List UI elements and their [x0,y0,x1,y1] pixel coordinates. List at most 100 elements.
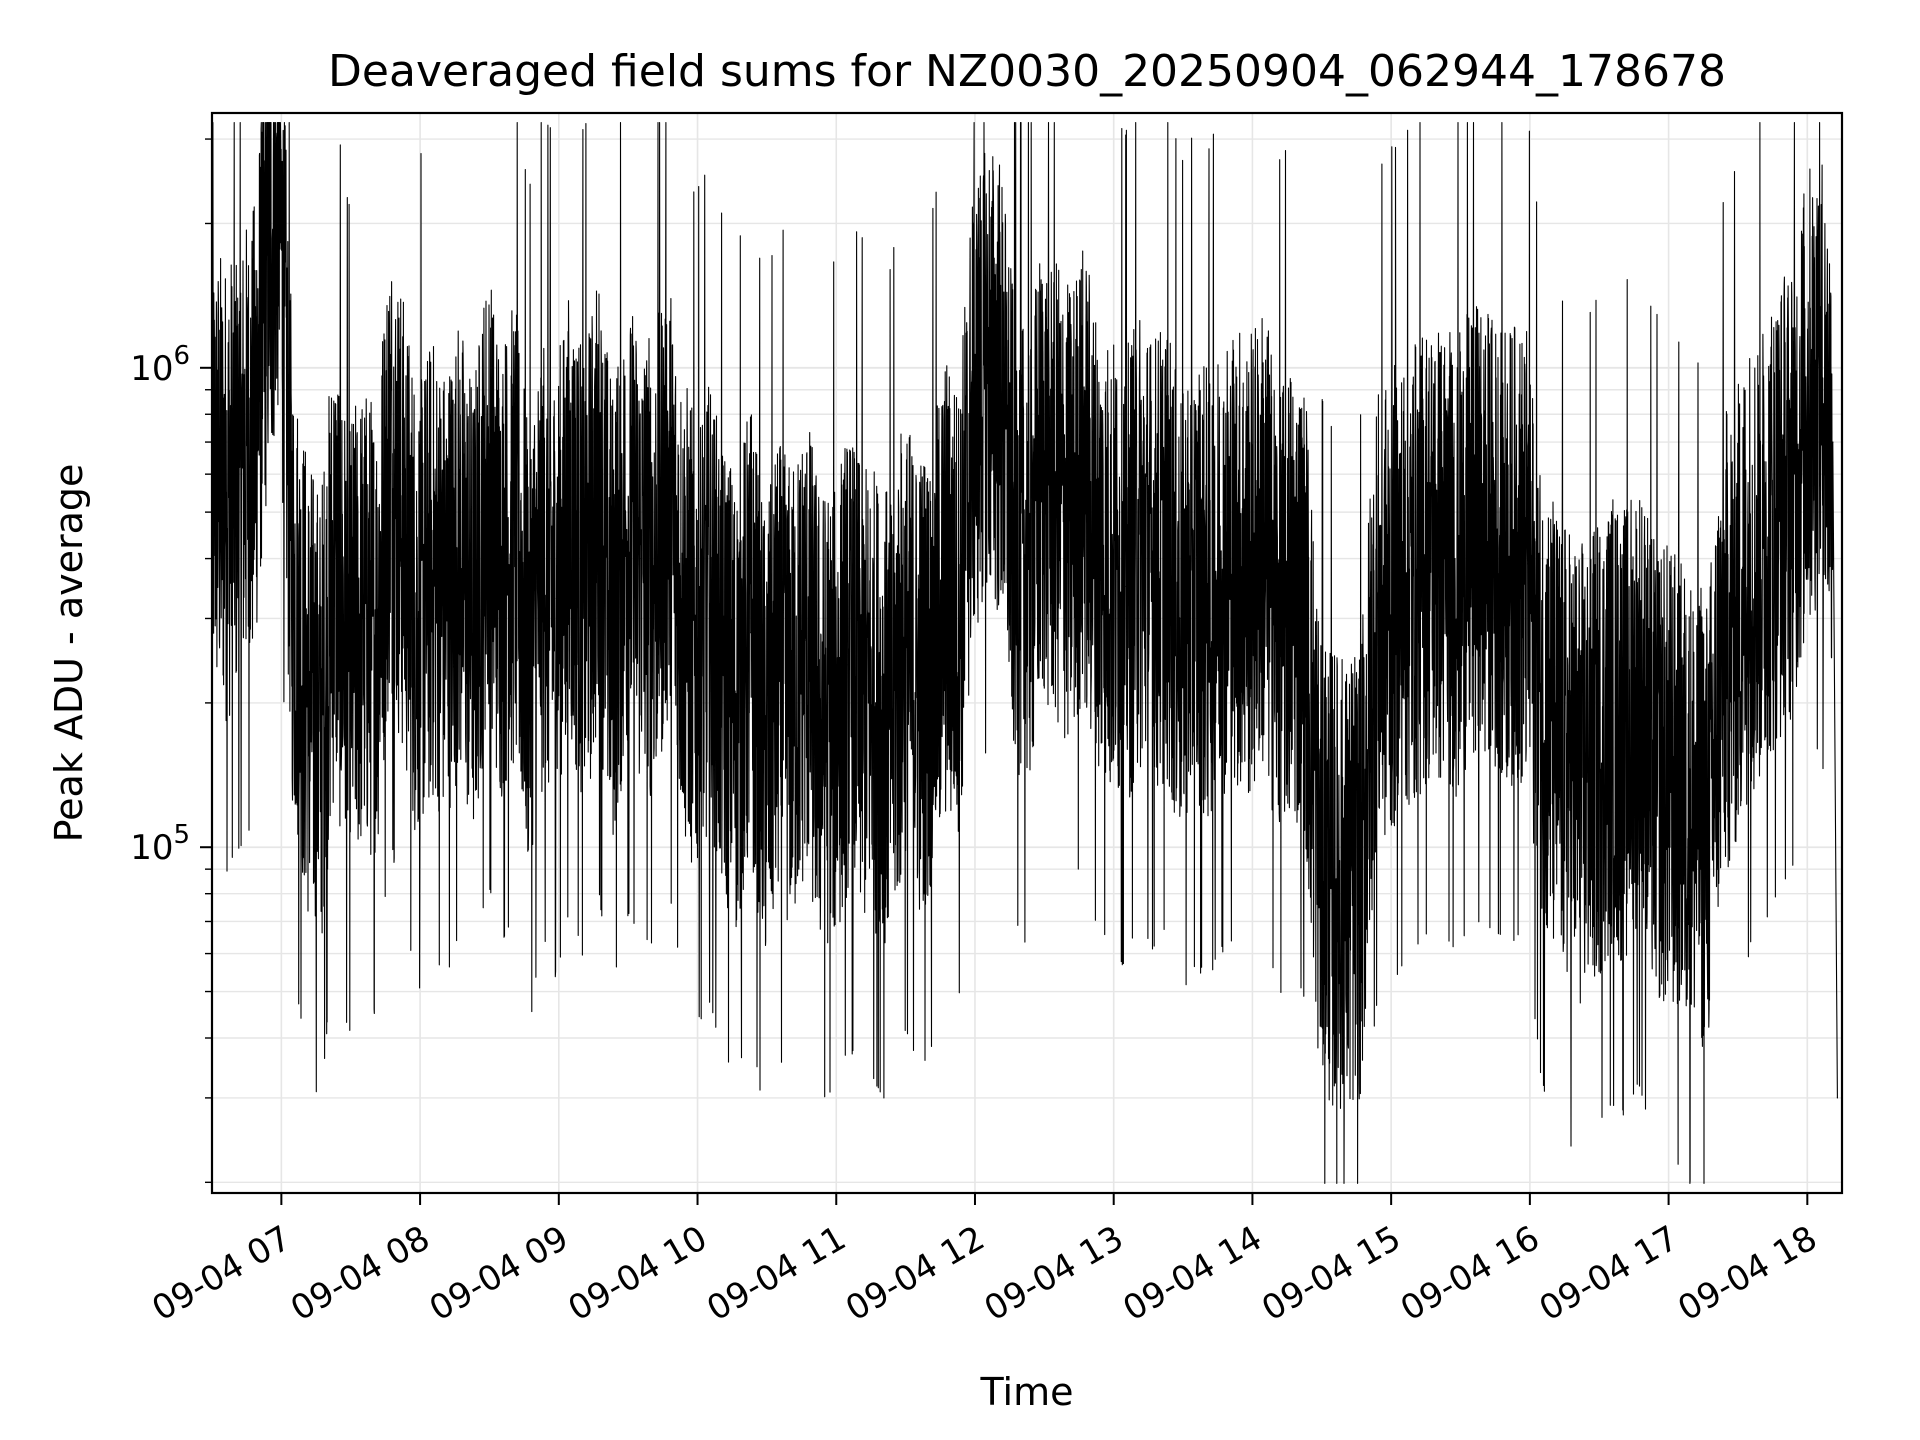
data-point [542,558,544,560]
chart-title: Deaveraged field sums for NZ0030_2025090… [328,46,1726,97]
x-tick-label: 09-04 07 [145,1218,297,1329]
data-point [972,413,974,415]
data-point [999,389,1002,391]
data-point [1110,568,1112,570]
data-point [1277,617,1279,620]
data-point [1360,868,1362,870]
data-point [847,664,849,666]
data-point [1013,533,1015,535]
data-point [930,673,932,675]
data-point [1138,533,1140,535]
data-point [875,702,877,704]
data-point [1207,598,1210,600]
data-point [389,456,391,459]
data-point [583,585,585,588]
data-point [1263,533,1265,535]
data-point [1735,617,1737,620]
x-tick-label: 09-04 11 [700,1218,852,1329]
data-point [985,367,988,369]
data-point [902,647,904,649]
data-point [958,617,960,620]
data-point [653,568,655,570]
data-point [625,533,627,535]
y-tick-label: 106 [130,341,190,389]
y-tick-label: 105 [130,820,190,868]
data-point [639,558,641,560]
data-point [1027,568,1029,570]
x-axis-label: Time [980,1370,1074,1414]
data-point [1554,736,1556,738]
x-tick-label: 09-04 12 [839,1218,991,1329]
data-point [1332,880,1334,882]
data-point [320,724,322,726]
data-point [1568,762,1570,764]
data-point [514,533,516,535]
data-point [916,682,918,684]
data-point [472,617,474,620]
y-axis-ticks: 105 106 [130,341,190,868]
data-point [347,655,349,658]
data-point [819,724,821,726]
data-point [239,466,241,468]
data-point [1748,568,1751,570]
data-point [1055,491,1057,493]
data-point [1374,632,1376,634]
data-point [1402,585,1404,588]
data-point [1776,511,1778,513]
data-point [1540,702,1542,704]
data-point [944,585,946,588]
data-point [1235,552,1237,555]
data-point [1651,762,1653,764]
x-tick-label: 09-04 10 [562,1218,714,1329]
data-point [1124,585,1126,588]
data-point [791,702,793,704]
data-point [1416,568,1418,570]
data-point [417,617,419,620]
data-point [1582,776,1584,778]
y-tick-exponent: 6 [173,341,190,371]
data-point [292,585,294,588]
data-point [750,632,752,634]
data-point [764,748,766,751]
data-point [306,682,308,684]
data-point [1499,552,1501,555]
data-point [1624,736,1626,738]
data-point [225,491,227,493]
data-point [1513,558,1515,560]
data-point [1610,724,1612,726]
data-point [1429,547,1432,550]
data-point [555,598,558,600]
data-point [1790,491,1792,493]
data-point [1083,473,1085,475]
data-point [253,441,255,443]
data-point [777,673,780,675]
x-tick-label: 09-04 13 [978,1218,1130,1329]
data-point [333,558,336,560]
data-point [361,617,363,620]
data-point [1693,808,1695,810]
data-point [611,617,613,620]
data-point [1388,604,1390,606]
data-point [666,491,669,493]
x-tick-label: 09-04 18 [1671,1218,1823,1329]
data-point [264,282,266,284]
data-point [1485,542,1487,545]
data-point [708,617,710,620]
data-point [1832,441,1834,443]
x-tick-label: 09-04 14 [1117,1218,1269,1329]
x-tick-label: 09-04 17 [1533,1218,1685,1329]
data-point [1471,533,1473,535]
data-point [1096,547,1099,550]
data-point [1679,792,1681,794]
data-point [1194,585,1196,588]
data-point [1041,466,1043,468]
data-point [861,692,863,694]
data-point [1836,1097,1838,1099]
data-point [1443,558,1445,560]
data-point [375,632,377,634]
data-point [1318,846,1321,848]
data-point [1527,563,1529,565]
data-layer [211,122,1838,1184]
data-point [1818,367,1820,369]
data-point [722,673,724,675]
